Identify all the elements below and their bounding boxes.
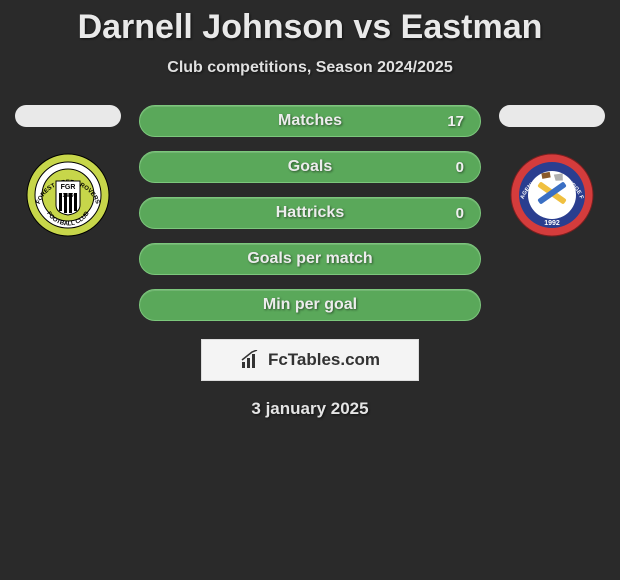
crest-left-svg: FOREST GREEN ROVERS FOOTBALL CLUB FGR 18… [26, 153, 110, 237]
player-right-pill [499, 105, 605, 127]
stat-label: Min per goal [140, 296, 480, 314]
date-text: 3 january 2025 [0, 399, 620, 419]
stat-value: 17 [447, 113, 480, 130]
stat-label: Hattricks [140, 204, 480, 222]
svg-text:FGR: FGR [61, 184, 76, 191]
brand-text: FcTables.com [268, 350, 380, 370]
stat-label: Matches [140, 112, 480, 130]
stat-label: Goals per match [140, 250, 480, 268]
stat-label: Goals [140, 158, 480, 176]
player-left-pill [15, 105, 121, 127]
svg-text:1889: 1889 [62, 193, 73, 199]
stat-row-gpm: Goals per match [139, 243, 481, 275]
stat-row-goals: Goals 0 [139, 151, 481, 183]
subtitle: Club competitions, Season 2024/2025 [0, 59, 620, 77]
chart-icon [240, 350, 262, 370]
crest-right-svg: DAGENHAM & REDBRIDGE FC 1992 [510, 153, 594, 237]
crest-right: DAGENHAM & REDBRIDGE FC 1992 [510, 153, 594, 237]
stat-row-hattricks: Hattricks 0 [139, 197, 481, 229]
stat-value: 0 [456, 205, 480, 222]
page-title: Darnell Johnson vs Eastman [0, 8, 620, 47]
stat-value: 0 [456, 159, 480, 176]
brand-box[interactable]: FcTables.com [201, 339, 419, 381]
svg-text:1992: 1992 [544, 220, 560, 227]
player-right-col: DAGENHAM & REDBRIDGE FC 1992 [499, 105, 605, 237]
main-row: FOREST GREEN ROVERS FOOTBALL CLUB FGR 18… [0, 105, 620, 321]
stat-row-matches: Matches 17 [139, 105, 481, 137]
crest-left: FOREST GREEN ROVERS FOOTBALL CLUB FGR 18… [26, 153, 110, 237]
stat-row-mpg: Min per goal [139, 289, 481, 321]
comparison-card: Darnell Johnson vs Eastman Club competit… [0, 0, 620, 419]
stats-list: Matches 17 Goals 0 Hattricks 0 Goals per… [139, 105, 481, 321]
player-left-col: FOREST GREEN ROVERS FOOTBALL CLUB FGR 18… [15, 105, 121, 237]
